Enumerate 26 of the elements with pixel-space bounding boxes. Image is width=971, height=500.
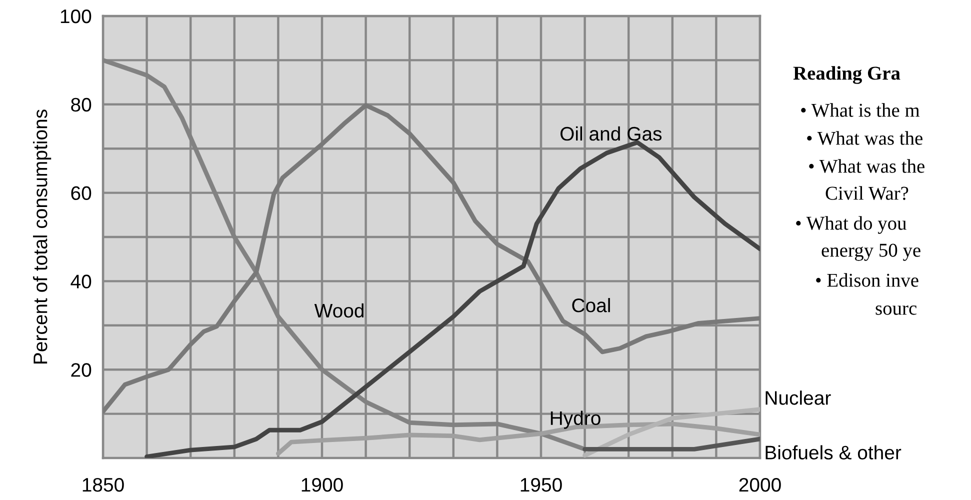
text: Reading Gra (793, 66, 900, 84)
text: sourc (876, 306, 917, 315)
text: Civil War? (826, 186, 908, 200)
series-label: Biofuels & other (766, 445, 902, 460)
series-label: Oil and Gas (560, 126, 662, 141)
y-tick-label: 100 (60, 9, 92, 24)
text: • What is the m (801, 103, 920, 117)
text: energy 50 ye (822, 244, 920, 261)
series-label: Nuclear (766, 390, 831, 405)
text: • What was the (809, 159, 924, 173)
series-label: Coal (572, 298, 610, 312)
series-label: Wood (314, 303, 364, 318)
x-tick-label: 2000 (739, 478, 781, 492)
x-tick-label: 1950 (520, 478, 562, 492)
y-tick-label: 20 (71, 363, 92, 377)
text: • What was the (807, 131, 922, 145)
series-label: Hydro (550, 410, 600, 429)
y-axis-title: Percent of total consumptions (32, 110, 52, 364)
y-tick-label: 40 (70, 274, 92, 288)
text: • What do you (796, 216, 906, 234)
text: • Edison inve (816, 273, 918, 287)
x-tick-label: 1850 (82, 478, 124, 492)
line-series (144, 140, 760, 458)
y-tick-label: 60 (71, 186, 92, 200)
y-tick-label: 80 (71, 98, 92, 112)
x-tick-label: 1900 (302, 478, 343, 492)
